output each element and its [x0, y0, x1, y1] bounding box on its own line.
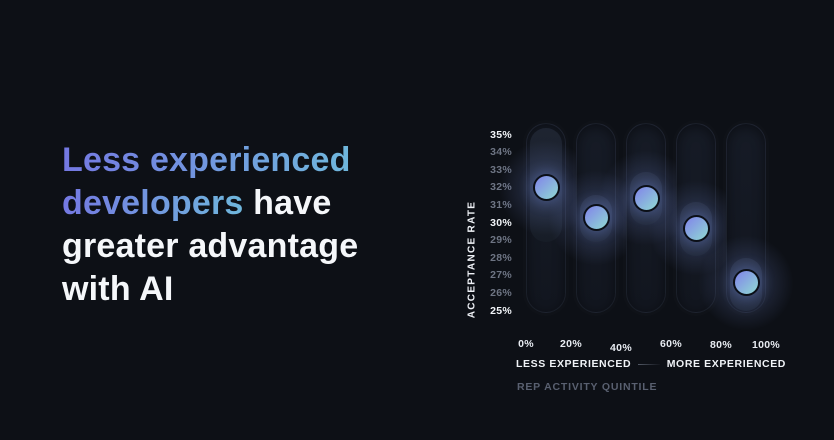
x-tick-label: 0%: [518, 338, 534, 350]
data-point-dot: [582, 204, 610, 232]
data-point-dot: [632, 184, 660, 212]
y-tick-label: 29%: [490, 234, 512, 247]
y-tick-label: 25%: [490, 304, 512, 317]
headline-plain-text: have: [243, 184, 332, 222]
x-tick-label: 100%: [751, 339, 781, 351]
headline-highlight-text: developers: [62, 184, 244, 222]
headline-line: greater advantage: [62, 225, 457, 268]
x-tick-label: 60%: [660, 338, 682, 350]
data-point-dot: [532, 174, 560, 202]
x-axis-ticks: 0% 20% 40% 60% 80% 100%: [518, 338, 780, 356]
plot-area: [498, 123, 794, 331]
page-title: Less experienced developers have greater a…: [62, 139, 457, 311]
y-tick-label: 30%: [490, 216, 512, 229]
y-tick-label: 26%: [490, 286, 512, 299]
headline-line: with AI: [62, 268, 457, 311]
quintile-track: [626, 123, 666, 313]
x-axis-title: REP ACTIVITY QUINTILE: [517, 381, 658, 393]
more-experienced-label: MORE EXPERIENCED: [666, 358, 786, 370]
y-tick-label: 28%: [490, 251, 512, 264]
y-tick-label: 32%: [490, 181, 512, 194]
headline-highlight-text: Less experienced: [62, 141, 351, 179]
y-axis-ticks: 35% 34% 33% 32% 31% 30% 29% 28% 27% 26% 25%: [452, 123, 512, 317]
data-point-dot: [732, 269, 760, 297]
x-tick-label: 20%: [560, 338, 582, 350]
x-tick-label: 40%: [610, 342, 632, 354]
headline-plain-text: with AI: [62, 270, 174, 308]
x-tick-label: 80%: [710, 339, 732, 351]
divider-line: [638, 364, 660, 365]
y-tick-label: 31%: [490, 198, 512, 211]
y-tick-label: 35%: [490, 128, 512, 141]
y-tick-label: 34%: [490, 146, 512, 159]
data-point-dot: [682, 214, 710, 242]
x-axis-legend: LESS EXPERIENCED MORE EXPERIENCED: [516, 358, 786, 371]
headline-plain-text: greater advantage: [62, 227, 359, 265]
y-tick-label: 27%: [490, 269, 512, 282]
acceptance-rate-chart: ACCEPTANCE RATE 35% 34% 33% 32% 31% 30% 29% 28%…: [412, 105, 832, 415]
headline-line: Less experienced: [62, 139, 457, 182]
headline-line: developers have: [62, 182, 457, 225]
less-experienced-label: LESS EXPERIENCED: [516, 358, 632, 370]
quintile-track: [526, 123, 566, 313]
y-tick-label: 33%: [490, 163, 512, 176]
